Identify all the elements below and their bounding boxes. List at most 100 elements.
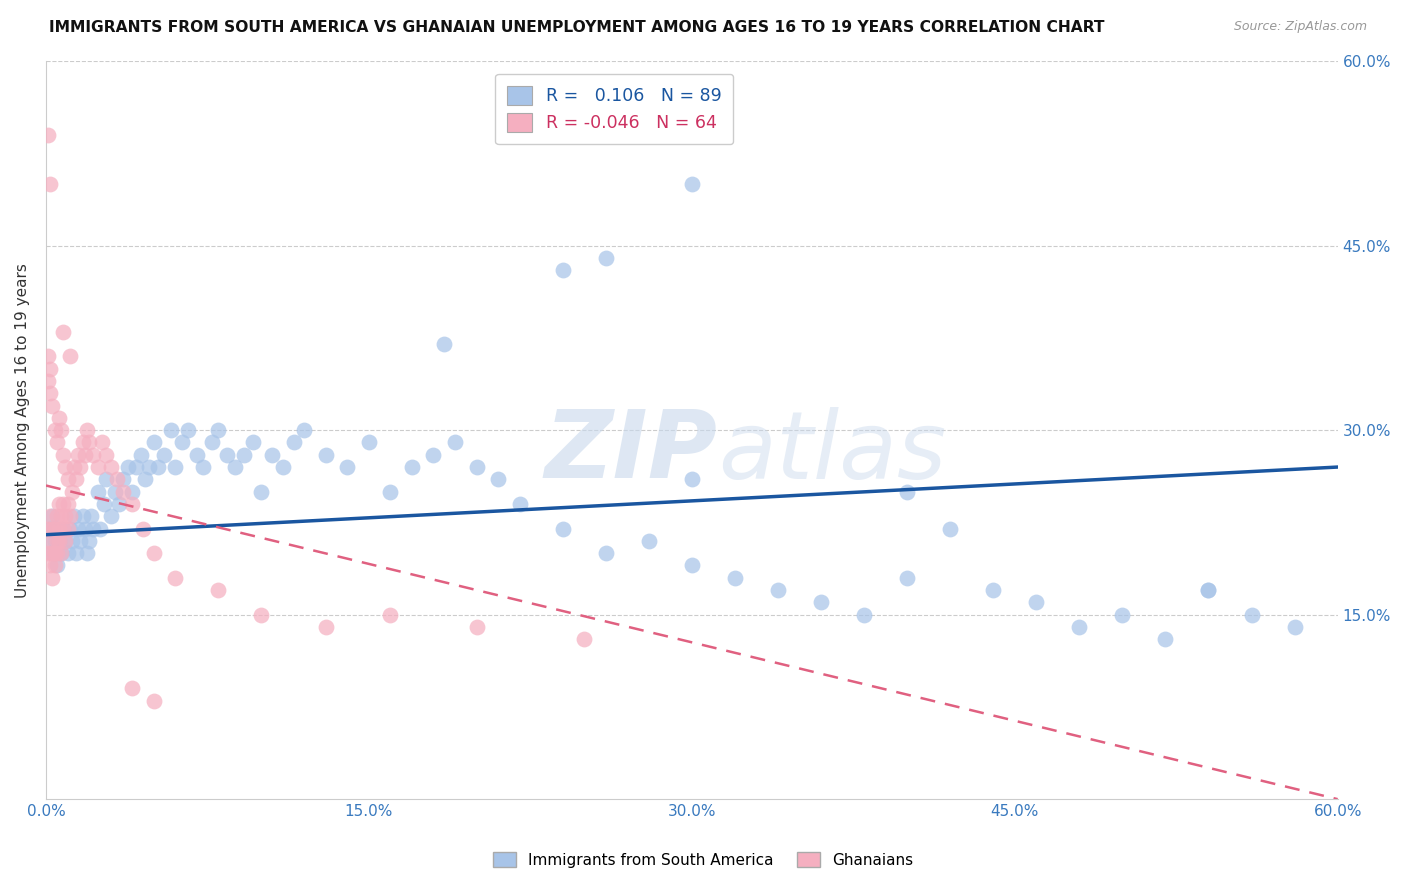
Point [1198, 582, 1220, 597]
Point [45, 546, 67, 560]
Point [37, 128, 59, 142]
Point [108, 497, 131, 511]
Point [63, 509, 86, 524]
Point [82, 522, 104, 536]
Point [132, 522, 155, 536]
Point [44, 546, 66, 560]
Text: IMMIGRANTS FROM SOUTH AMERICA VS GHANAIAN UNEMPLOYMENT AMONG AGES 16 TO 19 YEARS: IMMIGRANTS FROM SOUTH AMERICA VS GHANAIA… [49, 20, 1105, 35]
Point [41, 399, 63, 413]
Point [60, 533, 83, 548]
Point [551, 263, 574, 277]
Point [186, 448, 208, 462]
Point [65, 472, 87, 486]
Point [100, 509, 122, 524]
Text: atlas: atlas [717, 407, 946, 498]
Point [981, 582, 1004, 597]
Point [853, 607, 876, 622]
Point [45, 522, 67, 536]
Point [260, 448, 283, 462]
Point [91, 435, 114, 450]
Point [380, 484, 402, 499]
Point [39, 177, 62, 191]
Point [86, 460, 108, 475]
Point [170, 435, 193, 450]
Point [465, 620, 488, 634]
Point [444, 435, 467, 450]
Point [77, 533, 100, 548]
Point [134, 472, 156, 486]
Point [142, 694, 165, 708]
Point [56, 497, 79, 511]
Point [72, 435, 94, 450]
Point [49, 546, 72, 560]
Point [48, 522, 70, 536]
Point [315, 620, 337, 634]
Point [59, 349, 82, 363]
Point [52, 448, 75, 462]
Point [112, 472, 135, 486]
Point [1154, 632, 1177, 647]
Point [121, 497, 143, 511]
Point [271, 460, 294, 475]
Point [117, 460, 139, 475]
Point [191, 460, 214, 475]
Point [595, 251, 617, 265]
Point [315, 448, 337, 462]
Point [53, 533, 76, 548]
Point [44, 522, 66, 536]
Point [138, 460, 160, 475]
Point [49, 423, 72, 437]
Point [49, 509, 72, 524]
Point [336, 460, 359, 475]
Point [509, 497, 531, 511]
Point [896, 571, 918, 585]
Point [67, 448, 90, 462]
Point [39, 386, 62, 401]
Point [72, 509, 94, 524]
Point [1025, 595, 1047, 609]
Y-axis label: Unemployment Among Ages 16 to 19 years: Unemployment Among Ages 16 to 19 years [15, 263, 30, 598]
Point [37, 374, 59, 388]
Point [39, 533, 62, 548]
Point [52, 497, 75, 511]
Point [96, 448, 118, 462]
Point [67, 522, 90, 536]
Point [39, 558, 62, 573]
Point [142, 546, 165, 560]
Point [207, 423, 229, 437]
Point [53, 533, 76, 548]
Point [37, 533, 59, 548]
Point [44, 533, 66, 548]
Point [165, 571, 187, 585]
Text: Source: ZipAtlas.com: Source: ZipAtlas.com [1233, 20, 1367, 33]
Point [465, 460, 488, 475]
Point [1069, 620, 1091, 634]
Point [80, 509, 103, 524]
Point [896, 484, 918, 499]
Point [59, 509, 82, 524]
Point [810, 595, 832, 609]
Point [681, 472, 703, 486]
Point [41, 546, 63, 560]
Point [48, 410, 70, 425]
Point [207, 582, 229, 597]
Point [357, 435, 380, 450]
Point [112, 484, 135, 499]
Point [63, 460, 86, 475]
Point [45, 509, 67, 524]
Point [41, 522, 63, 536]
Point [201, 435, 224, 450]
Legend: R =   0.106   N = 89, R = -0.046   N = 64: R = 0.106 N = 89, R = -0.046 N = 64 [495, 73, 734, 145]
Point [250, 484, 273, 499]
Point [242, 435, 264, 450]
Point [56, 522, 79, 536]
Point [52, 522, 75, 536]
Point [56, 472, 79, 486]
Point [380, 607, 402, 622]
Point [129, 448, 152, 462]
Legend: Immigrants from South America, Ghanaians: Immigrants from South America, Ghanaians [486, 846, 920, 873]
Point [233, 448, 256, 462]
Point [53, 509, 76, 524]
Point [86, 484, 108, 499]
Point [76, 546, 98, 560]
